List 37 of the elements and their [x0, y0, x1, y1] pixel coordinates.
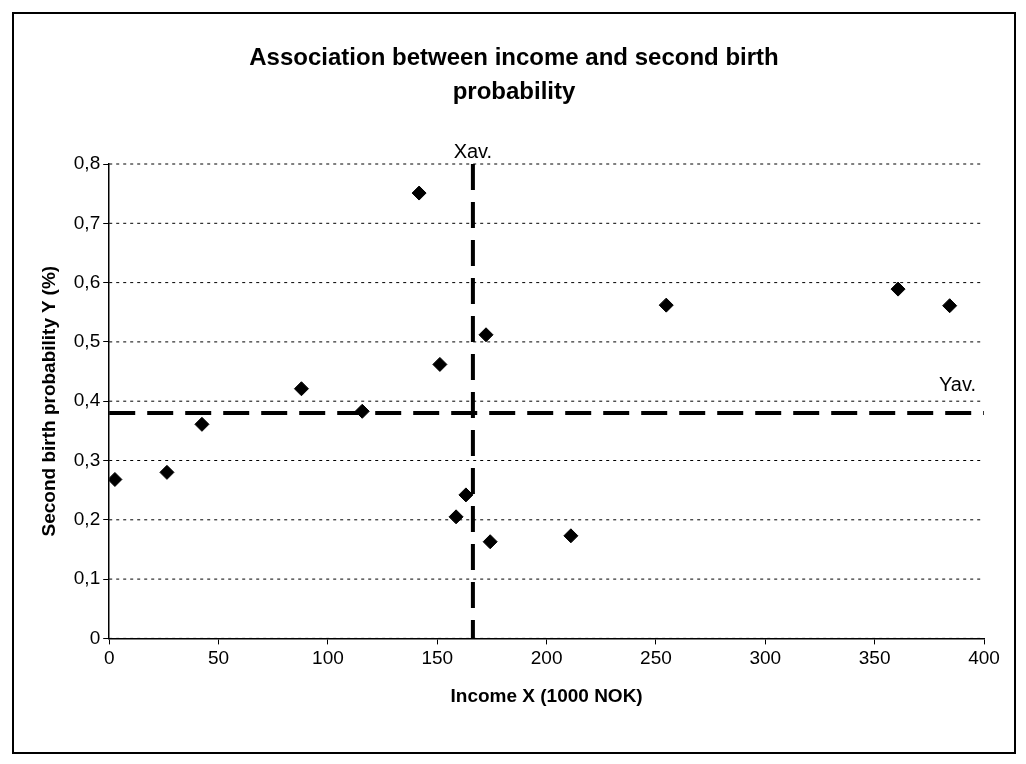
y-tick-label: 0,4 — [73, 389, 101, 411]
point — [432, 356, 448, 372]
point — [293, 381, 309, 397]
x-tick-label: 50 — [207, 647, 230, 669]
point — [109, 471, 123, 487]
point — [658, 297, 674, 313]
y-axis-title: Second birth probability Y (%) — [37, 265, 59, 537]
y-tick-label: 0,6 — [73, 270, 101, 292]
x-tick-label: 400 — [968, 647, 1000, 669]
ref-line-label: Xav. — [453, 139, 493, 162]
y-tick-label: 0,5 — [73, 330, 101, 352]
point — [478, 327, 494, 343]
y-tick-label: 0,7 — [73, 211, 101, 233]
point — [458, 487, 474, 503]
point — [411, 185, 427, 201]
point — [563, 528, 579, 544]
point — [448, 509, 464, 525]
x-tick-label: 0 — [103, 647, 115, 669]
point — [482, 534, 498, 550]
x-tick-label: 100 — [312, 647, 344, 669]
x-tick-label: 350 — [858, 647, 891, 669]
y-tick-label: 0,3 — [73, 448, 101, 470]
x-tick-label: 150 — [421, 647, 454, 669]
x-tick-label: 250 — [640, 647, 672, 669]
y-tick-label: 0,8 — [73, 152, 101, 174]
point — [194, 416, 210, 432]
point — [890, 281, 906, 297]
point — [942, 298, 958, 314]
y-tick-label: 0,2 — [73, 508, 101, 530]
point — [159, 464, 175, 480]
x-tick-label: 200 — [530, 647, 563, 669]
y-tick-label: 0 — [89, 626, 101, 648]
x-axis-title: Income X (1000 NOK) — [450, 684, 643, 706]
x-tick-label: 300 — [749, 647, 782, 669]
ref-line-label: Yav. — [938, 372, 976, 395]
y-tick-label: 0,1 — [73, 567, 101, 589]
chart-title: Association between income and second birth probability — [248, 42, 780, 106]
